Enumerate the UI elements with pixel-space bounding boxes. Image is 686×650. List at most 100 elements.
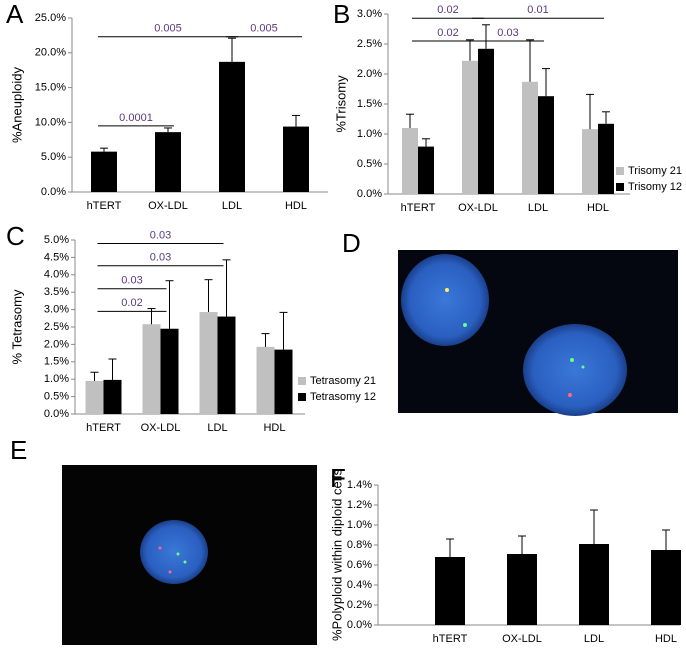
significance-label: 0.03 xyxy=(150,252,171,264)
legend-swatch xyxy=(298,393,306,401)
y-tick-label: 0.5% xyxy=(357,158,382,170)
y-tick-label: 4.5% xyxy=(44,251,69,263)
bar xyxy=(103,379,122,414)
legend-label: Trisomy 12 xyxy=(628,181,682,193)
image-e: E xyxy=(10,435,317,645)
legend-label: Trisomy 21 xyxy=(628,165,682,177)
panel-letter: E xyxy=(10,435,27,465)
x-tick-label: hTERT xyxy=(87,200,122,212)
significance-label: 0.005 xyxy=(154,23,182,35)
y-tick-label: 4.0% xyxy=(44,269,69,281)
y-tick-label: 1.0% xyxy=(44,373,69,385)
signal xyxy=(568,393,572,397)
bar xyxy=(478,48,494,194)
y-tick-label: 3.0% xyxy=(44,304,69,316)
y-tick-label: 3.0% xyxy=(357,8,382,20)
significance-label: 0.01 xyxy=(527,4,548,16)
bar xyxy=(651,550,681,625)
signal xyxy=(445,288,449,292)
y-tick-label: 25.0% xyxy=(35,12,66,24)
bar xyxy=(199,312,218,414)
y-tick-label: 1.5% xyxy=(357,98,382,110)
image-d: D xyxy=(342,228,678,416)
bar xyxy=(522,81,538,194)
y-tick-label: 0.0% xyxy=(357,188,382,200)
y-axis-label: %Trisomy xyxy=(333,75,348,133)
y-axis-label: % Tetrasomy xyxy=(9,289,24,364)
y-tick-label: 1.5% xyxy=(44,356,69,368)
x-tick-label: LDL xyxy=(528,202,548,214)
signal xyxy=(463,323,467,327)
bar xyxy=(155,132,181,192)
legend-swatch xyxy=(616,167,624,175)
y-tick-label: 5.0% xyxy=(41,151,66,163)
y-tick-label: 0.4% xyxy=(347,579,372,591)
bar xyxy=(402,128,418,194)
bar xyxy=(462,60,478,194)
bar xyxy=(85,380,104,414)
y-tick-label: 0.6% xyxy=(347,559,372,571)
y-tick-label: 1.0% xyxy=(347,519,372,531)
y-tick-label: 1.4% xyxy=(347,479,372,491)
signal xyxy=(168,570,172,574)
y-tick-label: 1.2% xyxy=(347,499,372,511)
x-tick-label: HDL xyxy=(655,633,677,645)
signal xyxy=(183,560,187,564)
significance-label: 0.005 xyxy=(250,23,278,35)
bar xyxy=(160,328,179,414)
x-tick-label: HDL xyxy=(263,422,285,434)
x-tick-label: OX-LDL xyxy=(141,422,181,434)
x-tick-label: hTERT xyxy=(433,633,468,645)
y-tick-label: 2.0% xyxy=(44,338,69,350)
nucleus xyxy=(401,254,489,346)
bar xyxy=(598,123,614,194)
panel-letter: B xyxy=(333,0,350,29)
significance-label: 0.02 xyxy=(121,297,142,309)
bar xyxy=(507,554,537,625)
signal xyxy=(570,358,574,362)
y-tick-label: 3.5% xyxy=(44,286,69,298)
bar xyxy=(256,346,275,414)
significance-label: 0.03 xyxy=(121,275,142,287)
bar xyxy=(418,146,434,194)
bar xyxy=(582,129,598,194)
y-tick-label: 2.5% xyxy=(44,321,69,333)
x-tick-label: LDL xyxy=(222,200,242,212)
legend-label: Tetrasomy 21 xyxy=(310,375,376,387)
significance-label: 0.03 xyxy=(497,27,518,39)
bar xyxy=(219,61,245,193)
legend-swatch xyxy=(298,377,306,385)
y-axis-label: %Polyploid within diploid cells xyxy=(329,469,344,641)
legend-swatch xyxy=(616,183,624,191)
panel-letter: D xyxy=(342,228,361,258)
bar xyxy=(142,324,161,414)
bar xyxy=(435,557,465,625)
bar xyxy=(91,151,117,192)
y-tick-label: 2.0% xyxy=(357,68,382,80)
bar xyxy=(538,96,554,194)
signal xyxy=(176,552,180,556)
y-tick-label: 0.2% xyxy=(347,599,372,611)
signal xyxy=(158,546,162,550)
panel-letter: C xyxy=(6,221,25,251)
panel-letter: F xyxy=(330,463,346,493)
x-tick-label: OX-LDL xyxy=(458,202,498,214)
y-tick-label: 0.8% xyxy=(347,539,372,551)
panel-letter: A xyxy=(6,0,24,29)
y-axis-label: %Aneuploidy xyxy=(9,67,24,143)
x-tick-label: HDL xyxy=(587,202,609,214)
significance-label: 0.02 xyxy=(437,4,458,16)
y-tick-label: 20.0% xyxy=(35,47,66,59)
y-tick-label: 0.0% xyxy=(44,408,69,420)
y-tick-label: 5.0% xyxy=(44,234,69,246)
signal xyxy=(581,365,585,369)
bar xyxy=(274,349,293,414)
x-tick-label: HDL xyxy=(285,200,307,212)
y-tick-label: 0.0% xyxy=(41,186,66,198)
legend-label: Tetrasomy 12 xyxy=(310,391,376,403)
y-tick-label: 1.0% xyxy=(357,128,382,140)
y-tick-label: 2.5% xyxy=(357,38,382,50)
x-tick-label: hTERT xyxy=(401,202,436,214)
y-tick-label: 0.0% xyxy=(347,619,372,631)
